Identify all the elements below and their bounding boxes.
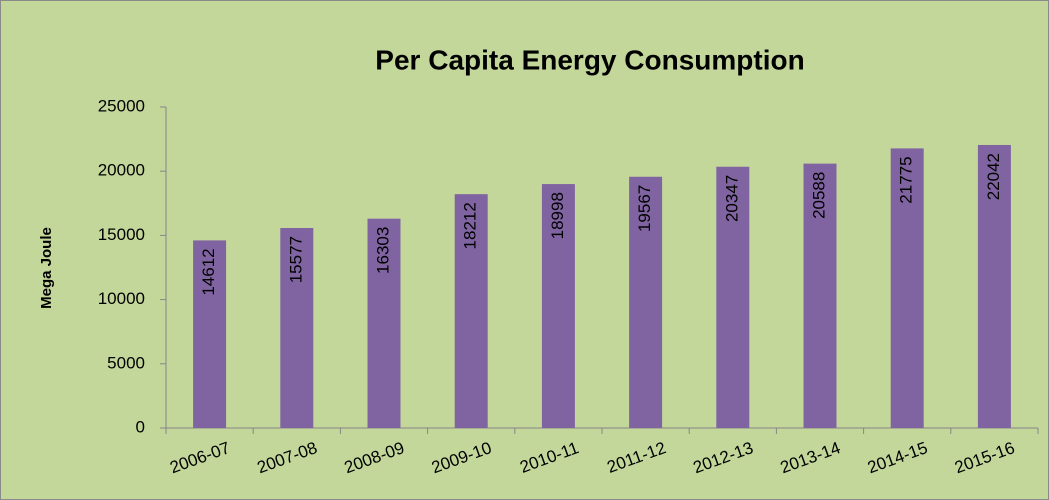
bar <box>716 166 750 429</box>
data-label: 18212 <box>461 202 480 249</box>
y-tick-label: 15000 <box>98 225 145 244</box>
y-axis-label: Mega Joule <box>38 227 55 309</box>
bar <box>454 194 488 428</box>
bar <box>890 148 924 428</box>
data-label: 21775 <box>897 156 916 203</box>
data-label: 16303 <box>373 227 392 274</box>
y-tick-label: 25000 <box>98 96 145 115</box>
y-tick-label: 0 <box>136 417 145 436</box>
chart-title: Per Capita Energy Consumption <box>375 44 804 75</box>
bar <box>541 184 575 428</box>
y-tick-label: 20000 <box>98 161 145 180</box>
bar <box>367 218 401 428</box>
y-tick-label: 5000 <box>107 353 145 372</box>
data-label: 20347 <box>722 175 741 222</box>
bar <box>629 176 663 428</box>
bar <box>193 240 227 428</box>
y-tick-label: 10000 <box>98 289 145 308</box>
data-label: 14612 <box>199 248 218 295</box>
data-label: 15577 <box>286 236 305 283</box>
data-label: 18998 <box>548 192 567 239</box>
data-label: 20588 <box>809 172 828 219</box>
data-label: 22042 <box>984 153 1003 200</box>
bar <box>280 227 314 428</box>
data-label: 19567 <box>635 185 654 232</box>
bar <box>803 163 837 428</box>
bar <box>977 144 1011 428</box>
